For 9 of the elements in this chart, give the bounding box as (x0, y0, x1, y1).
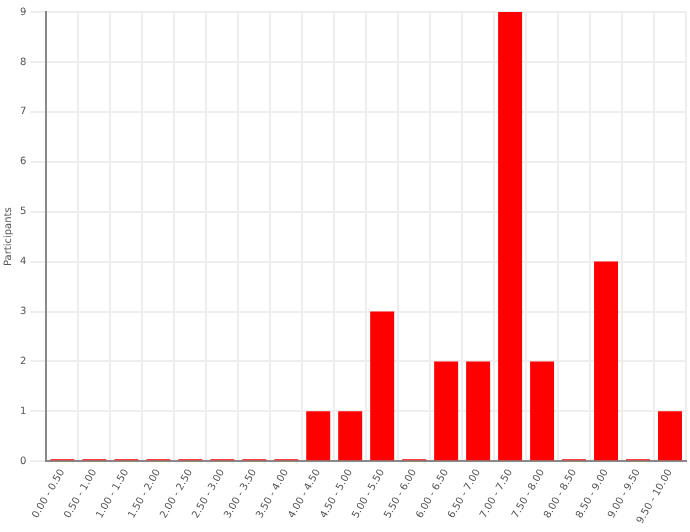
bar (466, 361, 491, 461)
bar (658, 411, 682, 461)
bar (306, 411, 331, 461)
bar (594, 261, 619, 461)
bar (370, 311, 395, 461)
bar (338, 411, 363, 461)
bar (498, 12, 523, 461)
bar (530, 361, 555, 461)
bar (434, 361, 459, 461)
